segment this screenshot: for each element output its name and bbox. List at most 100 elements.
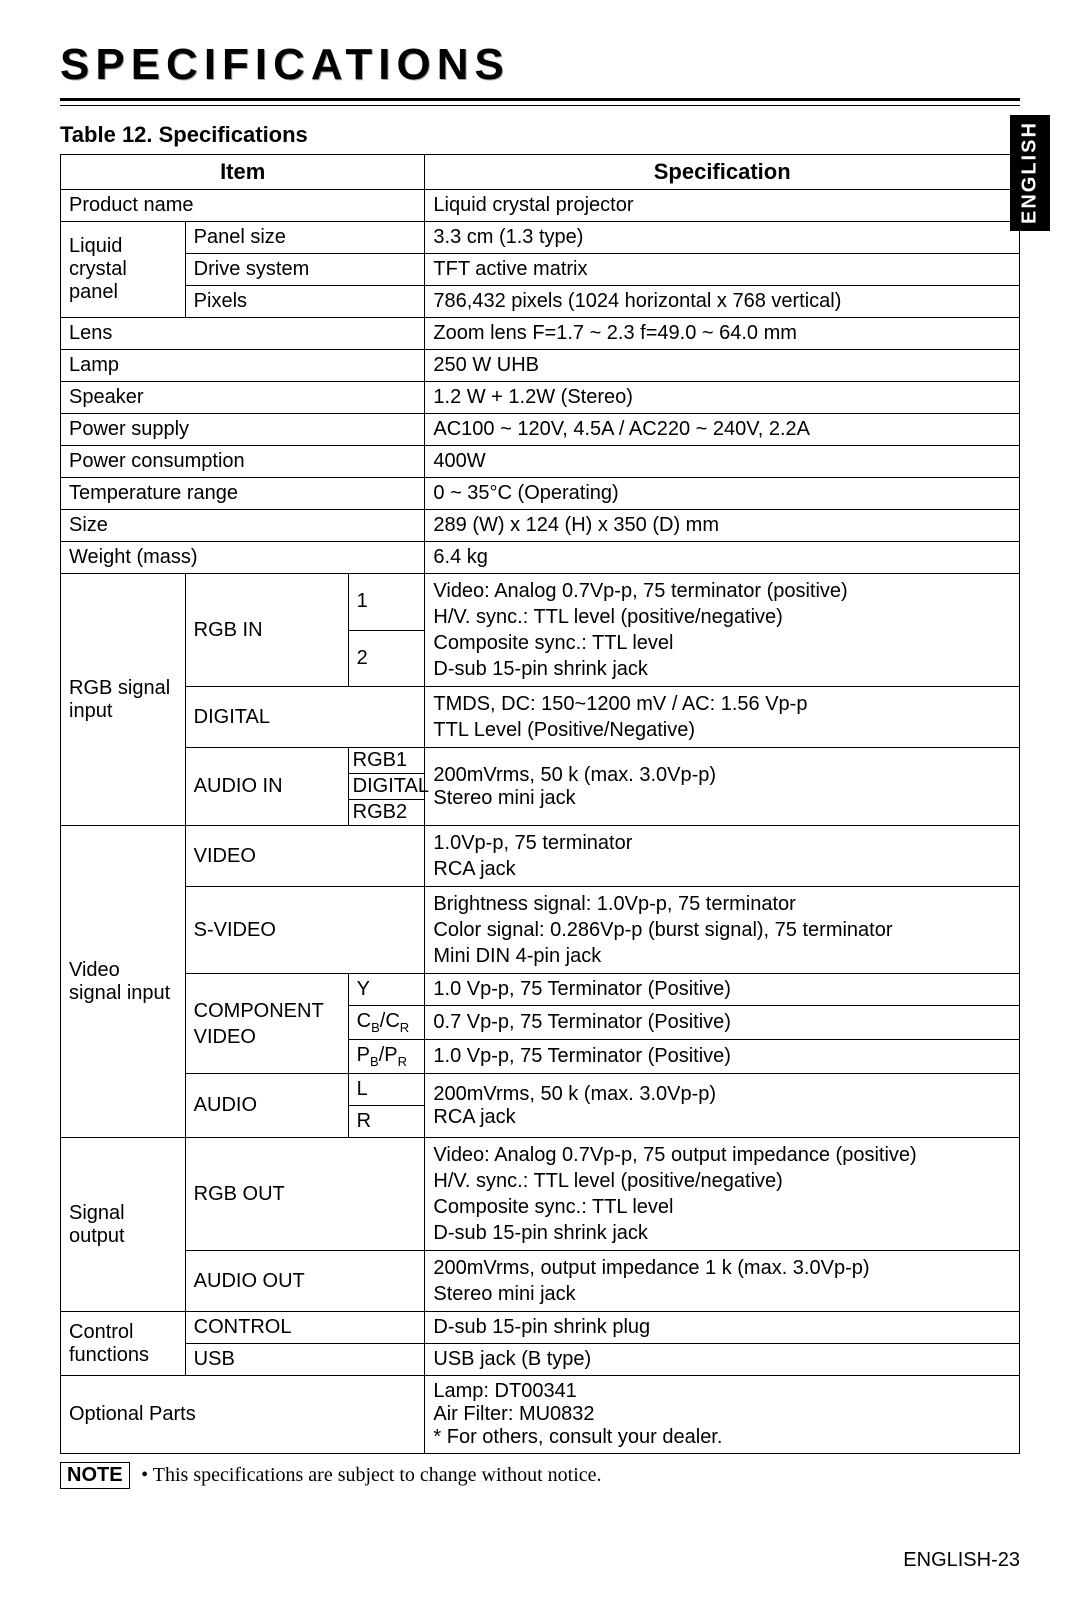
txt: P [357,1044,370,1066]
table-row: USB USB jack (B type) [61,1344,1020,1376]
cell-item: Drive system [185,254,425,286]
cell-spec: 1.0Vp-p, 75 terminatorRCA jack [425,826,1020,887]
table-row: Liquid crystal panel Panel size 3.3 cm (… [61,222,1020,254]
cell-sub: Y [348,974,425,1006]
cell-group: Signal output [61,1138,186,1312]
col-header-spec: Specification [425,155,1020,190]
cell-item: Lamp [61,350,425,382]
table-row: DIGITAL TMDS, DC: 150~1200 mV / AC: 1.56… [61,687,1020,748]
page-root: SPECIFICATIONS ENGLISH Table 12. Specifi… [0,0,1080,1602]
table-row: Lamp 250 W UHB [61,350,1020,382]
table-row: Power consumption 400W [61,446,1020,478]
cell-label: RGB OUT [185,1138,425,1251]
cell-item: Weight (mass) [61,542,425,574]
cell-spec: Brightness signal: 1.0Vp-p, 75 terminato… [425,887,1020,974]
table-row: Temperature range 0 ~ 35°C (Operating) [61,478,1020,510]
cell-spec: 786,432 pixels (1024 horizontal x 768 ve… [425,286,1020,318]
cell-spec: 200mVrms, 50 k (max. 3.0Vp-p)Stereo mini… [425,748,1020,826]
cell-label: USB [185,1344,425,1376]
cell-spec: 1.2 W + 1.2W (Stereo) [425,382,1020,414]
cell-group: Control functions [61,1312,186,1376]
cell-label: S-VIDEO [185,887,425,974]
table-row: Product name Liquid crystal projector [61,190,1020,222]
cell-group: RGB signal input [61,574,186,826]
cell-spec: TFT active matrix [425,254,1020,286]
cell-sub: CB/CR [348,1006,425,1040]
cell-spec: 200mVrms, output impedance 1 k (max. 3.0… [425,1251,1020,1312]
cell-label: CONTROL [185,1312,425,1344]
table-row: Optional Parts Lamp: DT00341Air Filter: … [61,1376,1020,1454]
cell-item: Pixels [185,286,425,318]
table-row: S-VIDEO Brightness signal: 1.0Vp-p, 75 t… [61,887,1020,974]
cell-item: Panel size [185,222,425,254]
cell-sub: PB/PR [348,1040,425,1074]
table-row: AUDIO L 200mVrms, 50 k (max. 3.0Vp-p)RCA… [61,1074,1020,1106]
cell-spec: Lamp: DT00341Air Filter: MU0832* For oth… [425,1376,1020,1454]
cell-item: Lens [61,318,425,350]
cell-item: Optional Parts [61,1376,425,1454]
txt: B [370,1054,379,1069]
cell-spec: 400W [425,446,1020,478]
cell-sub: 1 [348,574,425,631]
cell-spec: 200mVrms, 50 k (max. 3.0Vp-p)RCA jack [425,1074,1020,1138]
cell-item: Product name [61,190,425,222]
table-row: Size 289 (W) x 124 (H) x 350 (D) mm [61,510,1020,542]
table-header-row: Item Specification [61,155,1020,190]
cell-sub: RGB1 [348,748,425,774]
note-row: NOTE • This specifications are subject t… [60,1462,1020,1489]
cell-spec: Liquid crystal projector [425,190,1020,222]
cell-spec: 6.4 kg [425,542,1020,574]
cell-spec: 3.3 cm (1.3 type) [425,222,1020,254]
txt: R [400,1020,409,1035]
table-row: COMPONENT VIDEO Y 1.0 Vp-p, 75 Terminato… [61,974,1020,1006]
cell-label: AUDIO IN [185,748,348,826]
language-tab: ENGLISH [1010,115,1050,231]
table-row: Lens Zoom lens F=1.7 ~ 2.3 f=49.0 ~ 64.0… [61,318,1020,350]
col-header-item: Item [61,155,425,190]
table-row: Video signal input VIDEO 1.0Vp-p, 75 ter… [61,826,1020,887]
txt: B [371,1020,380,1035]
cell-spec: 289 (W) x 124 (H) x 350 (D) mm [425,510,1020,542]
table-row: Drive system TFT active matrix [61,254,1020,286]
cell-spec: Zoom lens F=1.7 ~ 2.3 f=49.0 ~ 64.0 mm [425,318,1020,350]
table-row: Pixels 786,432 pixels (1024 horizontal x… [61,286,1020,318]
cell-group: Video signal input [61,826,186,1138]
cell-spec: Video: Analog 0.7Vp-p, 75 terminator (po… [425,574,1020,687]
spec-table: Item Specification Product name Liquid c… [60,154,1020,1454]
table-row: AUDIO OUT 200mVrms, output impedance 1 k… [61,1251,1020,1312]
cell-sub: RGB2 [348,800,425,826]
cell-group: Liquid crystal panel [61,222,186,318]
cell-label: VIDEO [185,826,425,887]
cell-item: Temperature range [61,478,425,510]
cell-spec: 0.7 Vp-p, 75 Terminator (Positive) [425,1006,1020,1040]
table-row: AUDIO IN RGB1 200mVrms, 50 k (max. 3.0Vp… [61,748,1020,774]
table-row: Weight (mass) 6.4 kg [61,542,1020,574]
note-label: NOTE [60,1462,130,1489]
rule-thick [60,98,1020,101]
cell-spec: USB jack (B type) [425,1344,1020,1376]
cell-sub: L [348,1074,425,1106]
cell-spec: AC100 ~ 120V, 4.5A / AC220 ~ 240V, 2.2A [425,414,1020,446]
cell-spec: TMDS, DC: 150~1200 mV / AC: 1.56 Vp-pTTL… [425,687,1020,748]
cell-sub: 2 [348,630,425,687]
page-heading: SPECIFICATIONS [60,40,1020,90]
table-row: Speaker 1.2 W + 1.2W (Stereo) [61,382,1020,414]
cell-label: RGB IN [185,574,348,687]
cell-spec: 0 ~ 35°C (Operating) [425,478,1020,510]
table-row: Control functions CONTROL D-sub 15-pin s… [61,1312,1020,1344]
cell-spec: 1.0 Vp-p, 75 Terminator (Positive) [425,974,1020,1006]
note-text: • This specifications are subject to cha… [141,1464,601,1486]
txt: /P [379,1044,398,1066]
cell-item: Speaker [61,382,425,414]
txt: C [357,1010,371,1032]
cell-label: AUDIO [185,1074,348,1138]
cell-label: DIGITAL [185,687,425,748]
cell-spec: 250 W UHB [425,350,1020,382]
cell-spec: Video: Analog 0.7Vp-p, 75 output impedan… [425,1138,1020,1251]
cell-label: AUDIO OUT [185,1251,425,1312]
table-caption: Table 12. Specifications [60,122,1020,148]
cell-sub: DIGITAL [348,774,425,800]
rule-thin [60,105,1020,106]
table-row: RGB signal input RGB IN 1 Video: Analog … [61,574,1020,631]
page-number: ENGLISH-23 [60,1549,1020,1572]
